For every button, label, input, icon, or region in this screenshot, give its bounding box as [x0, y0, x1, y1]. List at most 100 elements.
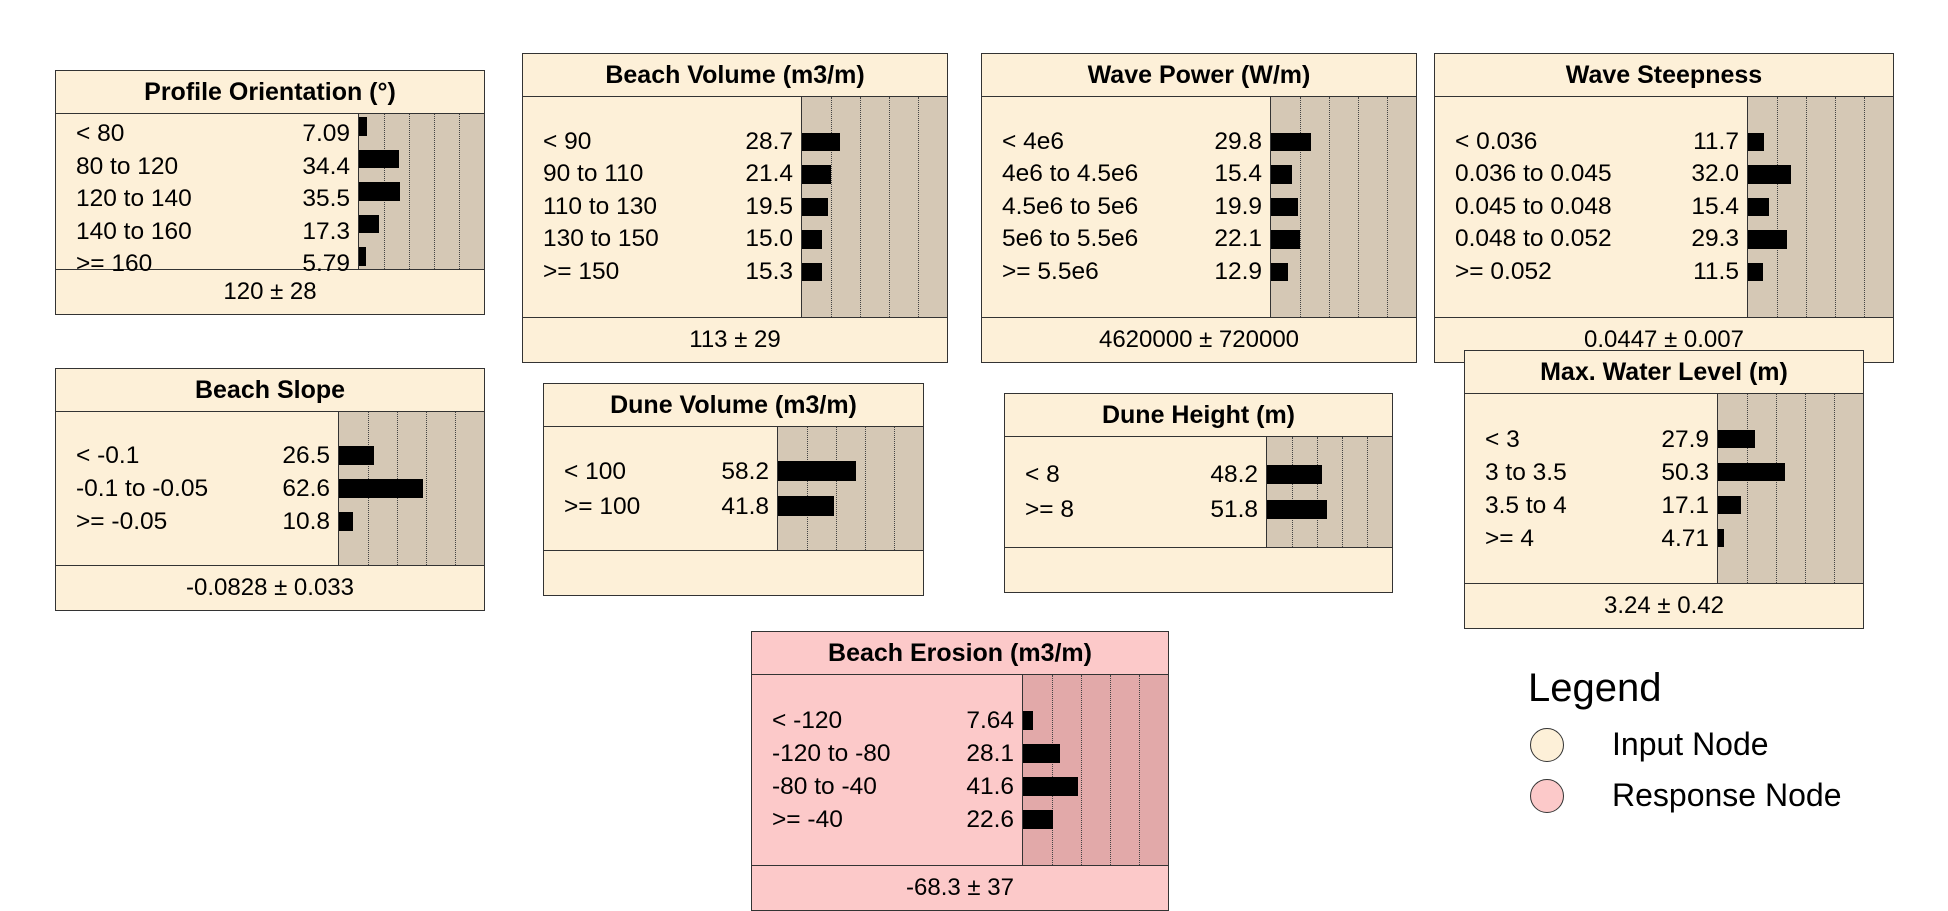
state-row: 140 to 160 17.3	[76, 216, 358, 249]
state-labels: < -0.1 26.5 -0.1 to -0.05 62.6 >= -0.05 10.8	[56, 412, 338, 565]
node-states: < 90 28.7 90 to 110 21.4 110 to 130 19.5 130 t…	[523, 97, 947, 318]
state-label: 0.048 to 0.052	[1455, 225, 1612, 253]
state-row: 130 to 150 15.0	[543, 223, 801, 256]
state-label: < -120	[772, 707, 843, 734]
belief-bar	[339, 479, 423, 498]
state-row: < -120 7.64	[772, 704, 1022, 737]
state-row: < 4e6 29.8	[1002, 126, 1270, 159]
node-wave-steepness[interactable]: Wave Steepness < 0.036 11.7 0.036 to 0.045 3…	[1434, 53, 1894, 363]
state-row: -120 to -80 28.1	[772, 737, 1022, 770]
belief-bar	[1748, 230, 1788, 249]
gridline-4	[1834, 394, 1835, 583]
state-value: 29.8	[1214, 127, 1262, 155]
node-beach-slope[interactable]: Beach Slope < -0.1 26.5 -0.1 to -0.05 62.6 >=…	[55, 368, 485, 611]
node-summary: 120 ± 28	[223, 278, 317, 305]
belief-bar	[1718, 495, 1741, 515]
gridline-3	[1358, 97, 1359, 317]
state-value: 19.5	[745, 192, 793, 220]
state-value: 26.5	[282, 442, 330, 469]
node-beach-erosion[interactable]: Beach Erosion (m3/m) < -120 7.64 -120 to -8…	[751, 631, 1169, 911]
state-row: < 8 48.2	[1025, 457, 1266, 492]
belief-bar	[802, 262, 823, 282]
state-row: >= 160 5.79	[76, 248, 358, 281]
belief-bar	[339, 512, 354, 531]
node-states: < -0.1 26.5 -0.1 to -0.05 62.6 >= -0.05 10.8	[56, 412, 484, 566]
node-title: Beach Erosion (m3/m)	[752, 632, 1168, 675]
state-label: -80 to -40	[772, 773, 877, 800]
state-row: < 0.036 11.7	[1455, 126, 1747, 159]
belief-bar	[1271, 165, 1292, 184]
belief-bar	[359, 182, 400, 201]
belief-bar	[1267, 499, 1327, 520]
belief-bar	[802, 165, 831, 184]
gridline-2	[409, 114, 410, 269]
legend-label-response: Response Node	[1612, 777, 1842, 813]
gridline-2	[1776, 394, 1777, 583]
node-states: < 0.036 11.7 0.036 to 0.045 32.0 0.045 to 0.…	[1435, 97, 1893, 318]
state-label: 80 to 120	[76, 152, 179, 180]
state-label: 110 to 130	[543, 192, 657, 220]
state-row: < 80 7.09	[76, 118, 358, 151]
node-beach-volume[interactable]: Beach Volume (m3/m) < 90 28.7 90 to 110 21.4…	[522, 53, 948, 363]
state-value: 41.6	[966, 773, 1014, 800]
state-value: 28.1	[966, 740, 1014, 767]
node-summary	[1005, 548, 1392, 592]
state-labels: < -120 7.64 -120 to -80 28.1 -80 to -40 41.6 >…	[752, 675, 1022, 865]
state-row: >= 8 51.8	[1025, 492, 1266, 527]
state-value: 15.4	[1691, 192, 1739, 220]
state-label: 4.5e6 to 5e6	[1002, 192, 1139, 220]
state-value: 5.79	[302, 250, 350, 277]
gridline-1	[831, 97, 832, 317]
node-profile-orientation[interactable]: Profile Orientation (°) < 80 7.09 80 to 120…	[55, 70, 485, 315]
gridline-2	[1329, 97, 1330, 317]
node-dune-height[interactable]: Dune Height (m) < 8 48.2 >= 8 51.8	[1004, 393, 1393, 593]
belief-bars	[358, 114, 484, 269]
state-row: 90 to 110 21.4	[543, 158, 801, 191]
state-row: < -0.1 26.5	[76, 439, 338, 472]
state-row: 3 to 3.5 50.3	[1485, 456, 1717, 489]
belief-bar	[359, 214, 379, 234]
node-states: < 3 27.9 3 to 3.5 50.3 3.5 to 4 17.1 >= 4 4.71	[1465, 394, 1863, 584]
state-value: 11.5	[1693, 257, 1739, 285]
state-value: 7.09	[302, 120, 350, 147]
belief-bars	[1270, 97, 1416, 317]
node-summary	[544, 551, 923, 595]
gridline-3	[889, 97, 890, 317]
node-max-water-level[interactable]: Max. Water Level (m) < 3 27.9 3 to 3.5 50.3 3…	[1464, 350, 1864, 629]
node-dune-volume[interactable]: Dune Volume (m3/m) < 100 58.2 >= 100 41.8	[543, 383, 924, 596]
belief-bar	[1023, 777, 1079, 796]
state-row: >= -40 22.6	[772, 803, 1022, 836]
state-labels: < 0.036 11.7 0.036 to 0.045 32.0 0.045 to 0.…	[1435, 97, 1747, 317]
state-row: < 90 28.7	[543, 126, 801, 159]
state-value: 11.7	[1693, 127, 1739, 155]
gridline-3	[1342, 437, 1343, 547]
state-labels: < 8 48.2 >= 8 51.8	[1005, 437, 1266, 547]
state-value: 19.9	[1214, 192, 1262, 220]
state-value: 10.8	[282, 508, 330, 535]
gridline-1	[1777, 97, 1778, 317]
state-label: < 4e6	[1002, 127, 1064, 155]
state-labels: < 100 58.2 >= 100 41.8	[544, 427, 777, 550]
gridline-4	[1387, 97, 1388, 317]
node-states: < 8 48.2 >= 8 51.8	[1005, 437, 1392, 548]
state-value: 17.3	[302, 217, 350, 245]
node-summary: -0.0828 ± 0.033	[186, 574, 354, 601]
belief-bar	[1023, 711, 1034, 730]
node-title: Wave Steepness	[1435, 54, 1893, 97]
state-row: -0.1 to -0.05 62.6	[76, 472, 338, 505]
state-value: 62.6	[282, 475, 330, 502]
gridline-1	[1300, 97, 1301, 317]
state-row: 4.5e6 to 5e6 19.9	[1002, 191, 1270, 224]
state-row: 0.048 to 0.052 29.3	[1455, 223, 1747, 256]
node-summary: 113 ± 29	[689, 326, 781, 353]
node-title: Wave Power (W/m)	[982, 54, 1416, 97]
state-row: >= -0.05 10.8	[76, 505, 338, 538]
belief-bar	[1023, 810, 1054, 829]
input-node-swatch	[1530, 727, 1564, 762]
state-value: 34.4	[302, 152, 350, 180]
response-node-swatch	[1530, 778, 1564, 813]
gridline-4	[1139, 675, 1140, 865]
belief-bar	[1748, 165, 1791, 184]
node-wave-power[interactable]: Wave Power (W/m) < 4e6 29.8 4e6 to 4.5e6 15.…	[981, 53, 1417, 363]
node-summary: 3.24 ± 0.42	[1604, 592, 1724, 619]
